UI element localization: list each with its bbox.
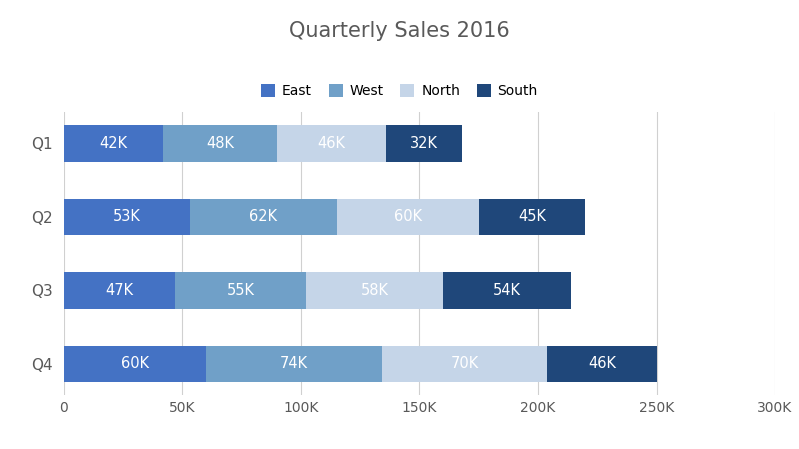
Text: 74K: 74K — [280, 357, 308, 371]
Text: Quarterly Sales 2016: Quarterly Sales 2016 — [289, 22, 510, 41]
Bar — [175, 272, 306, 309]
Text: 58K: 58K — [360, 283, 388, 298]
Bar — [206, 346, 382, 382]
Bar — [189, 198, 336, 235]
Bar — [336, 198, 479, 235]
Bar — [64, 272, 175, 309]
Bar — [479, 198, 586, 235]
Bar — [64, 346, 206, 382]
Text: 32K: 32K — [410, 136, 438, 151]
Bar — [386, 125, 462, 162]
Text: 60K: 60K — [121, 357, 149, 371]
Text: 62K: 62K — [249, 209, 277, 224]
Bar — [547, 346, 657, 382]
Text: 55K: 55K — [226, 283, 255, 298]
Text: 45K: 45K — [518, 209, 546, 224]
Bar — [443, 272, 571, 309]
Text: 60K: 60K — [394, 209, 422, 224]
Bar — [277, 125, 386, 162]
Bar — [64, 125, 164, 162]
Bar — [164, 125, 277, 162]
Bar — [64, 198, 189, 235]
Text: 70K: 70K — [451, 357, 479, 371]
Legend: East, West, North, South: East, West, North, South — [256, 79, 543, 104]
Text: 53K: 53K — [113, 209, 141, 224]
Text: 47K: 47K — [105, 283, 133, 298]
Bar — [382, 346, 547, 382]
Text: 46K: 46K — [318, 136, 346, 151]
Text: 42K: 42K — [100, 136, 128, 151]
Text: 54K: 54K — [493, 283, 521, 298]
Text: 48K: 48K — [206, 136, 234, 151]
Text: 46K: 46K — [588, 357, 616, 371]
Bar — [306, 272, 443, 309]
